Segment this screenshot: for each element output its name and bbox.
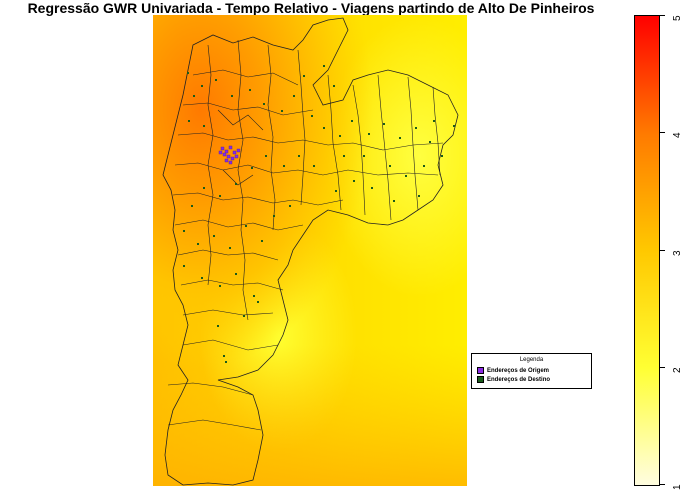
- colorbar: [634, 15, 660, 486]
- legend-item-label: Endereços de Destino: [487, 377, 551, 384]
- colorbar-tick: [659, 367, 665, 368]
- origin-swatch-icon: [477, 367, 484, 374]
- city-boundary: [162, 17, 459, 486]
- colorbar-tick: [659, 250, 665, 251]
- origin-points: [218, 145, 241, 165]
- colorbar-tick-label: 3: [672, 250, 683, 256]
- district-lines: [167, 39, 444, 431]
- legend-item-label: Endereços de Origem: [487, 368, 550, 375]
- legend-title: Legenda: [519, 357, 544, 363]
- destination-swatch-icon: [477, 376, 484, 383]
- legend-item-destination: Endereços de Destino: [477, 376, 550, 384]
- colorbar-tick: [659, 15, 665, 16]
- map-legend: Legenda Endereços de Origem Endereços de…: [471, 353, 592, 389]
- colorbar-tick: [659, 132, 665, 133]
- colorbar-tick: [659, 484, 665, 485]
- legend-item-origin: Endereços de Origem: [477, 367, 549, 375]
- gwr-surface-map: [153, 15, 467, 486]
- colorbar-tick-label: 5: [672, 15, 683, 21]
- destination-points: [183, 65, 455, 363]
- colorbar-tick-label: 4: [672, 132, 683, 138]
- map-panel: [153, 15, 467, 486]
- colorbar-tick-label: 2: [672, 367, 683, 373]
- map-title: Regressão GWR Univariada - Tempo Relativ…: [27, 0, 595, 16]
- colorbar-tick-label: 1: [672, 484, 683, 490]
